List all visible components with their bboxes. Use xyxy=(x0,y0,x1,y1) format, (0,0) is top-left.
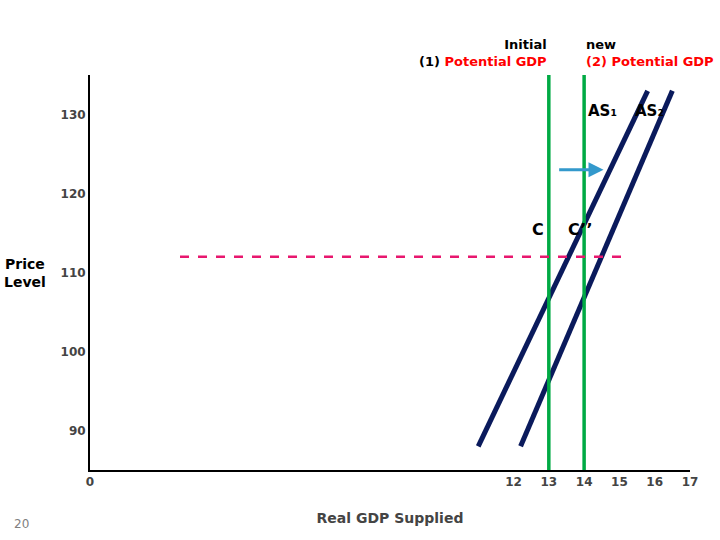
svg-text:90: 90 xyxy=(69,424,86,438)
svg-text:20: 20 xyxy=(14,517,29,531)
svg-text:AS₁: AS₁ xyxy=(588,102,617,120)
svg-text:17: 17 xyxy=(682,475,699,489)
svg-text:Real GDP Supplied: Real GDP Supplied xyxy=(317,510,464,526)
svg-text:120: 120 xyxy=(61,187,86,201)
svg-text:C: C xyxy=(532,220,544,239)
svg-text:C’’: C’’ xyxy=(568,220,592,239)
svg-text:15: 15 xyxy=(611,475,628,489)
svg-text:12: 12 xyxy=(505,475,522,489)
svg-text:130: 130 xyxy=(61,108,86,122)
svg-text:100: 100 xyxy=(61,345,86,359)
svg-text:new(2) Potential GDP: new(2) Potential GDP xyxy=(586,37,714,69)
svg-text:13: 13 xyxy=(540,475,557,489)
svg-text:PriceLevel: PriceLevel xyxy=(4,256,46,290)
svg-text:16: 16 xyxy=(646,475,663,489)
svg-text:14: 14 xyxy=(576,475,593,489)
svg-text:Initial(1) Potential GDP: Initial(1) Potential GDP xyxy=(419,37,547,69)
svg-text:AS₂: AS₂ xyxy=(635,102,664,120)
svg-text:110: 110 xyxy=(61,266,86,280)
svg-text:0: 0 xyxy=(86,475,94,489)
